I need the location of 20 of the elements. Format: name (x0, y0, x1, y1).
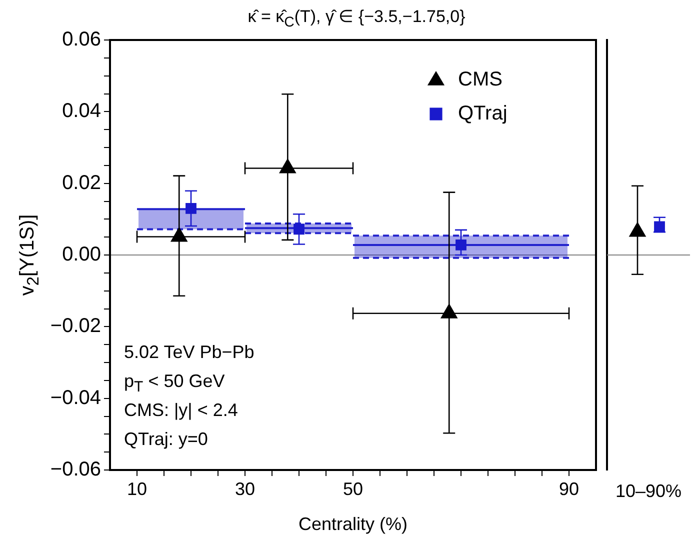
legend-label: CMS (458, 68, 502, 91)
y-tick-label: −0.04 (50, 386, 101, 409)
x-tick-label: 10–90% (615, 480, 682, 501)
x-axis-title: Centrality (%) (298, 514, 408, 534)
x-tick-label: 50 (342, 478, 364, 499)
annotation: p$_{T}$ < 50 GeV (124, 371, 225, 396)
y-tick-label: −0.06 (50, 458, 101, 481)
chart-title: κ̂ = κ̂$_{C}$(T), γ̂ ∈ {−3.5,−1.75,0} (246, 6, 466, 30)
x-tick-label: 90 (558, 478, 580, 499)
y-tick-label: 0.04 (62, 100, 101, 122)
legend-label: QTraj (458, 102, 508, 125)
y-tick-label: 0.06 (62, 28, 101, 51)
x-tick-label: 30 (234, 478, 256, 499)
y-tick-label: 0.02 (62, 172, 101, 194)
annotation: 5.02 TeV Pb−Pb (124, 342, 254, 363)
y-tick-label: −0.02 (50, 315, 101, 338)
y-tick-label: 0.00 (62, 244, 101, 266)
x-tick-label: 10 (126, 478, 148, 499)
annotation: CMS: |y| < 2.4 (124, 400, 238, 421)
annotation: QTraj: y=0 (124, 429, 208, 450)
